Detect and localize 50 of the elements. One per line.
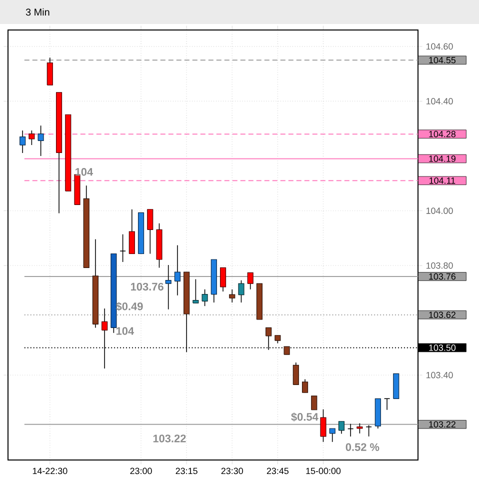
candlestick	[384, 398, 390, 410]
y-tick-label: 103.80	[426, 262, 453, 269]
x-tick-label: 23:45	[266, 468, 289, 474]
y-tick-label: 104.40	[426, 98, 453, 104]
x-tick-label: 23:00	[130, 468, 152, 474]
candlestick	[28, 130, 35, 146]
candlestick	[20, 130, 26, 154]
y-tick-label: 104.60	[426, 43, 453, 50]
candlestick	[120, 234, 126, 262]
candlestick	[320, 408, 326, 442]
candlestick	[338, 420, 344, 434]
ref-line-label: 103.22	[429, 421, 456, 428]
candlestick	[38, 125, 44, 156]
candlestick	[174, 244, 180, 296]
ref-line-label: 103.50	[429, 344, 456, 351]
annotation: 104	[116, 327, 134, 335]
candlestick	[247, 272, 254, 290]
candlestick	[366, 424, 372, 437]
x-tick-label: 23:30	[221, 468, 244, 474]
candlestick	[220, 267, 226, 292]
y-tick-label: 103.40	[426, 372, 453, 378]
candlestick	[311, 396, 318, 410]
x-tick-label: 14-22:30	[32, 468, 68, 474]
candlestick	[192, 278, 199, 304]
chart-title: 3 Min	[26, 8, 50, 16]
y-tick-label: 104.00	[426, 208, 453, 214]
ref-line-label: 104.19	[429, 156, 456, 162]
candlestick	[202, 288, 208, 306]
annotation: 103.76	[131, 282, 164, 291]
annotation: 104	[75, 168, 94, 176]
x-tick-label: 15-00:00	[306, 468, 341, 474]
candlestick	[46, 57, 53, 86]
candlestick	[229, 288, 236, 303]
ref-line-label: 103.76	[429, 273, 456, 280]
candlestick	[329, 428, 336, 442]
candlestick	[356, 422, 363, 434]
candlestick	[292, 362, 299, 386]
ref-line-label: 104.55	[429, 56, 456, 64]
annotation: $0.54	[291, 412, 318, 422]
candlestick	[238, 280, 244, 303]
candlestick	[147, 208, 154, 254]
annotation: 103.22	[153, 434, 186, 442]
ref-line-label: 104.28	[429, 130, 456, 138]
ref-line-label: 103.62	[429, 312, 456, 318]
candlestick	[302, 378, 308, 394]
ref-line-label: 104.11	[430, 177, 456, 184]
annotation: 0.52 %	[346, 443, 380, 451]
x-tick-label: 23:15	[176, 468, 198, 474]
candlestick	[165, 264, 172, 310]
candlestick	[128, 208, 135, 254]
